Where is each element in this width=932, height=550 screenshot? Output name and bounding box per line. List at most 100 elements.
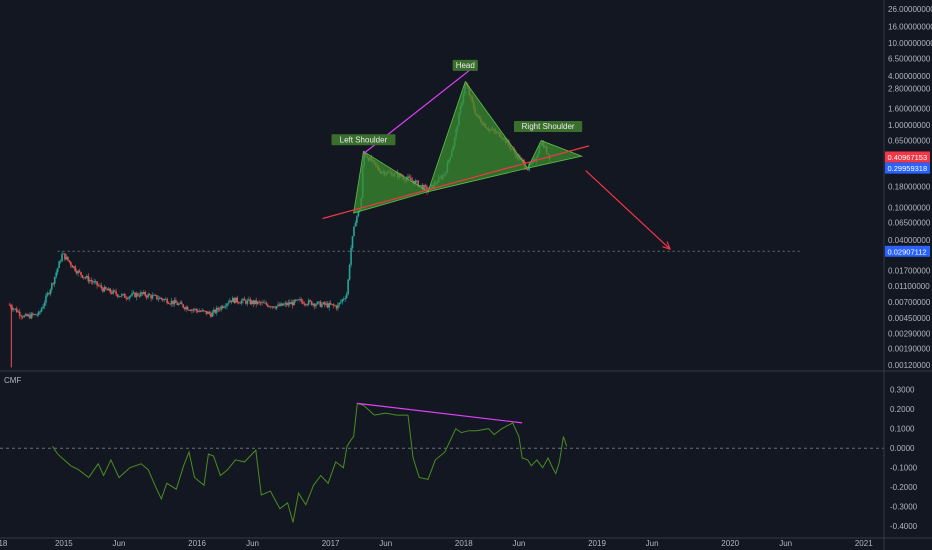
candle-body bbox=[159, 297, 161, 299]
cmf-line[interactable] bbox=[52, 402, 568, 523]
candle-body bbox=[67, 256, 69, 261]
candle-body bbox=[211, 312, 214, 317]
candle-body bbox=[164, 298, 167, 300]
candle-body bbox=[259, 302, 262, 304]
candle-body bbox=[198, 311, 201, 313]
level-price-badge-bg bbox=[885, 245, 930, 257]
pattern-triangle-2[interactable] bbox=[427, 80, 529, 193]
candle-body bbox=[156, 295, 158, 300]
candle-body bbox=[332, 304, 335, 306]
candle-body bbox=[42, 306, 44, 309]
candle-body bbox=[239, 302, 241, 304]
candle-body bbox=[286, 303, 288, 306]
price-tick-label: 0.06500000 bbox=[888, 219, 931, 228]
candle-body bbox=[312, 303, 314, 306]
candle-body bbox=[264, 302, 266, 304]
candle-body bbox=[281, 303, 284, 306]
candle-body bbox=[83, 277, 85, 279]
date-tick-label: Jun bbox=[646, 539, 659, 548]
candle-body bbox=[223, 306, 225, 308]
price-tick-label: 0.00450000 bbox=[888, 314, 931, 323]
candle-body bbox=[52, 283, 55, 284]
candle-body bbox=[319, 301, 322, 307]
candle-body bbox=[154, 294, 157, 296]
candle-body bbox=[147, 294, 149, 298]
candle-body bbox=[296, 299, 298, 301]
candle-body bbox=[30, 313, 33, 319]
candle-body bbox=[309, 300, 311, 302]
candle-body bbox=[80, 272, 82, 276]
price-tick-label: 0.65000000 bbox=[888, 137, 931, 146]
candle-body bbox=[348, 264, 351, 280]
candle-body bbox=[140, 292, 142, 297]
candle-body bbox=[316, 301, 319, 305]
candle-body bbox=[220, 306, 222, 310]
candle-body bbox=[24, 314, 27, 316]
candle-body bbox=[36, 314, 39, 316]
candle-body bbox=[275, 306, 278, 309]
candle-body bbox=[137, 293, 139, 296]
candle-body bbox=[148, 294, 151, 296]
candle-body bbox=[45, 295, 47, 303]
forecast-arrow-line[interactable] bbox=[585, 170, 671, 250]
price-tick-label: 0.01100000 bbox=[888, 282, 930, 291]
candle-body bbox=[68, 260, 71, 263]
candle-body bbox=[151, 295, 154, 299]
candle-body bbox=[413, 180, 415, 184]
candle-body bbox=[208, 311, 211, 314]
candle-body bbox=[242, 298, 244, 301]
candle-body bbox=[18, 311, 21, 316]
candle-body bbox=[218, 309, 221, 311]
candle-body bbox=[521, 158, 523, 160]
candle-body bbox=[255, 300, 257, 304]
candle-body bbox=[214, 309, 217, 313]
candle-body bbox=[88, 280, 91, 282]
candle-body bbox=[407, 176, 409, 179]
candle-body bbox=[97, 285, 100, 287]
candle-body bbox=[87, 275, 90, 282]
candle-body bbox=[170, 300, 173, 304]
candle-body bbox=[269, 306, 272, 308]
candle-body bbox=[179, 302, 182, 304]
candle-body bbox=[29, 314, 31, 319]
price-tick-label: 2.80000000 bbox=[888, 85, 931, 94]
price-tick-label: 4.00000000 bbox=[888, 72, 931, 81]
candle-body bbox=[115, 291, 117, 295]
price-tick-label: 0.10000000 bbox=[888, 203, 931, 212]
level-price-badge: 0.02907112 bbox=[888, 247, 927, 256]
price-panel[interactable]: Left Shoulder Head Right Shoulder bbox=[8, 59, 800, 368]
price-tick-label: 0.04000000 bbox=[888, 236, 931, 245]
pattern-triangle-1[interactable] bbox=[353, 150, 430, 214]
candle-body bbox=[272, 306, 275, 308]
candle-body bbox=[350, 248, 352, 265]
candle-body bbox=[59, 261, 62, 263]
candle-body bbox=[302, 301, 304, 304]
candle-body bbox=[40, 308, 43, 312]
cmf-panel[interactable]: CMF bbox=[0, 376, 884, 523]
candle-body bbox=[338, 302, 341, 305]
secondary-price-badge: 0.29959318 bbox=[888, 164, 928, 173]
candle-body bbox=[423, 185, 425, 190]
candle-body bbox=[233, 297, 236, 303]
candle-body bbox=[334, 305, 336, 307]
pattern-triangle-3[interactable] bbox=[526, 140, 584, 169]
candle-body bbox=[183, 307, 186, 310]
cmf-divergence-line[interactable] bbox=[357, 402, 523, 424]
candle-body bbox=[11, 307, 14, 310]
candle-body bbox=[204, 310, 206, 312]
candle-body bbox=[185, 306, 187, 310]
date-tick-label: Jun bbox=[246, 539, 259, 548]
candle-body bbox=[134, 292, 136, 298]
candle-body bbox=[267, 304, 269, 307]
price-tick-label: 0.01700000 bbox=[888, 266, 931, 275]
candle-body bbox=[194, 308, 196, 310]
candle-body bbox=[37, 311, 40, 315]
price-tick-label: 1.60000000 bbox=[888, 104, 931, 113]
date-tick-label: Jun bbox=[379, 539, 392, 548]
neckline[interactable] bbox=[322, 145, 590, 220]
candle-body bbox=[420, 184, 422, 186]
candle-body bbox=[116, 294, 119, 297]
candle-body bbox=[322, 302, 325, 305]
price-tick-label: 10.00000000 bbox=[888, 39, 932, 48]
